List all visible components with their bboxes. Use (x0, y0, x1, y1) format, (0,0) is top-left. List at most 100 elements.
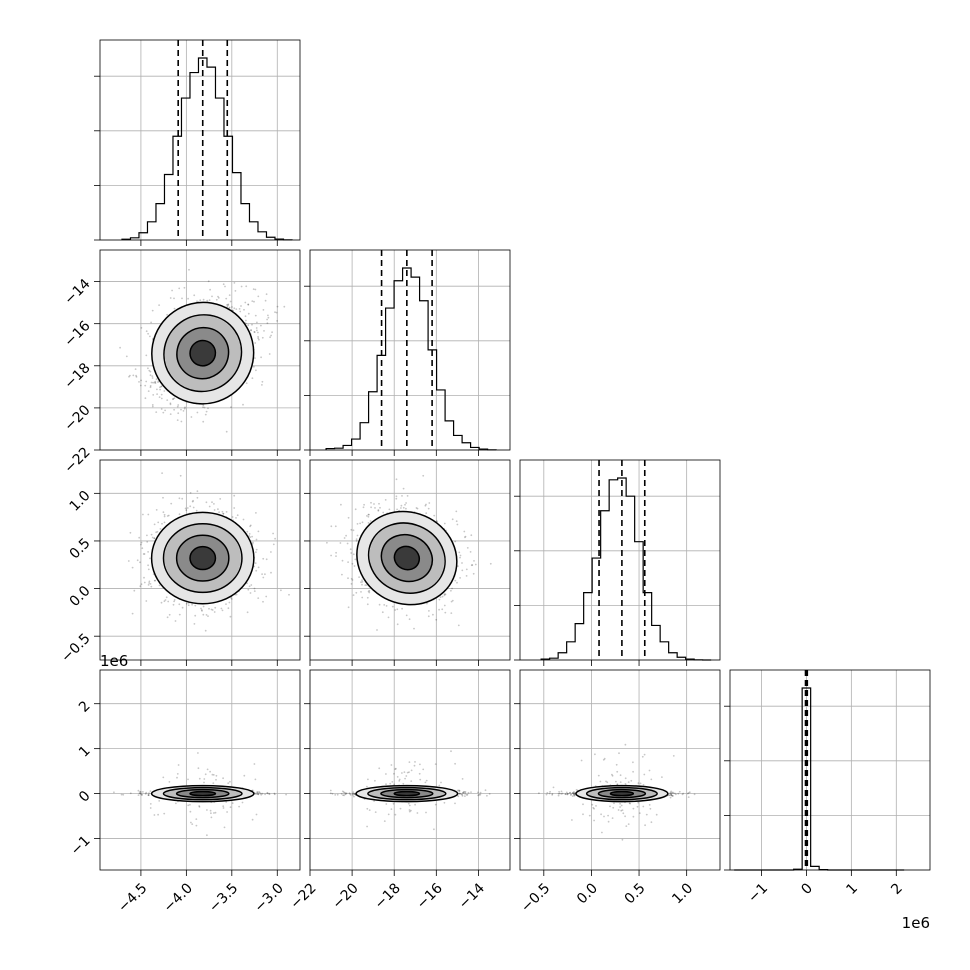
data-point (361, 596, 364, 599)
data-point (385, 605, 388, 607)
data-point (256, 329, 258, 332)
data-point (257, 530, 260, 533)
data-point (247, 324, 250, 327)
data-point (142, 553, 145, 555)
data-point (161, 522, 163, 525)
data-point (356, 523, 359, 525)
data-point (395, 495, 398, 498)
data-point (383, 604, 386, 606)
contour-lines (151, 301, 255, 405)
panel-frame (309, 459, 511, 661)
data-point (275, 311, 278, 314)
data-point (217, 295, 219, 298)
data-point (384, 499, 387, 501)
data-point (138, 536, 141, 539)
data-point (217, 508, 219, 511)
data-point (266, 318, 268, 321)
data-point (179, 474, 182, 477)
data-point (236, 514, 239, 517)
data-point (247, 312, 250, 315)
data-point (350, 528, 353, 531)
data-point (413, 627, 415, 630)
data-point (192, 499, 195, 502)
contour-level (151, 301, 255, 405)
data-point (207, 407, 209, 410)
data-point (263, 330, 265, 332)
data-point (402, 487, 405, 490)
data-point (257, 295, 260, 298)
data-point (339, 542, 342, 544)
data-point (167, 600, 170, 603)
data-point (416, 507, 419, 510)
data-point (193, 294, 196, 297)
data-point (139, 561, 141, 564)
data-point (217, 297, 220, 299)
data-point (149, 385, 152, 387)
data-point (249, 524, 252, 527)
data-point (146, 534, 148, 537)
scatter-panel-p1-p4 (99, 669, 301, 871)
data-point (225, 801, 228, 803)
data-point (274, 311, 276, 313)
data-point (405, 507, 407, 510)
data-point (136, 559, 139, 562)
data-point (161, 472, 164, 474)
data-point (140, 583, 143, 586)
data-point (135, 374, 138, 377)
data-point (195, 824, 198, 827)
data-point (355, 539, 358, 542)
data-point (455, 510, 458, 513)
data-point (148, 582, 151, 584)
data-point (401, 495, 403, 497)
data-point (129, 792, 132, 795)
data-point (145, 380, 148, 383)
data-point (174, 620, 177, 622)
data-point (229, 806, 232, 809)
data-point (204, 629, 207, 632)
data-point (158, 396, 161, 398)
data-point (230, 598, 233, 600)
data-point (405, 502, 407, 504)
data-point (172, 398, 174, 401)
data-point (147, 390, 150, 392)
data-point (225, 430, 228, 433)
data-point (213, 611, 216, 613)
data-point (354, 508, 357, 511)
data-point (459, 554, 462, 557)
data-point (401, 607, 403, 610)
data-point (432, 613, 434, 616)
data-point (154, 579, 157, 582)
data-point (184, 406, 186, 409)
data-point (451, 599, 454, 602)
density-level (190, 340, 216, 366)
histogram-panel-p3 (514, 459, 721, 661)
histogram-grid (730, 670, 930, 871)
data-point (228, 306, 231, 309)
data-point (254, 357, 256, 359)
data-point (450, 589, 452, 592)
data-point (450, 600, 453, 603)
data-point (209, 809, 212, 812)
data-point (162, 511, 165, 514)
data-point (159, 386, 161, 389)
data-point (268, 353, 271, 355)
contour-level (189, 545, 217, 571)
density-shading (151, 512, 254, 604)
data-point (166, 616, 169, 619)
data-point (235, 517, 237, 519)
data-point (222, 512, 225, 515)
data-point (166, 399, 169, 401)
data-point (253, 331, 256, 333)
data-point (153, 537, 156, 539)
data-point (148, 580, 151, 583)
data-point (464, 535, 467, 538)
contour-level (367, 522, 446, 594)
histogram-grid (520, 460, 720, 661)
data-point (148, 369, 151, 372)
data-point (149, 583, 152, 585)
data-point (191, 603, 194, 606)
data-point (138, 381, 140, 383)
data-point (168, 613, 171, 616)
scatter-content (127, 472, 290, 632)
histogram-panel-p2 (304, 249, 511, 451)
